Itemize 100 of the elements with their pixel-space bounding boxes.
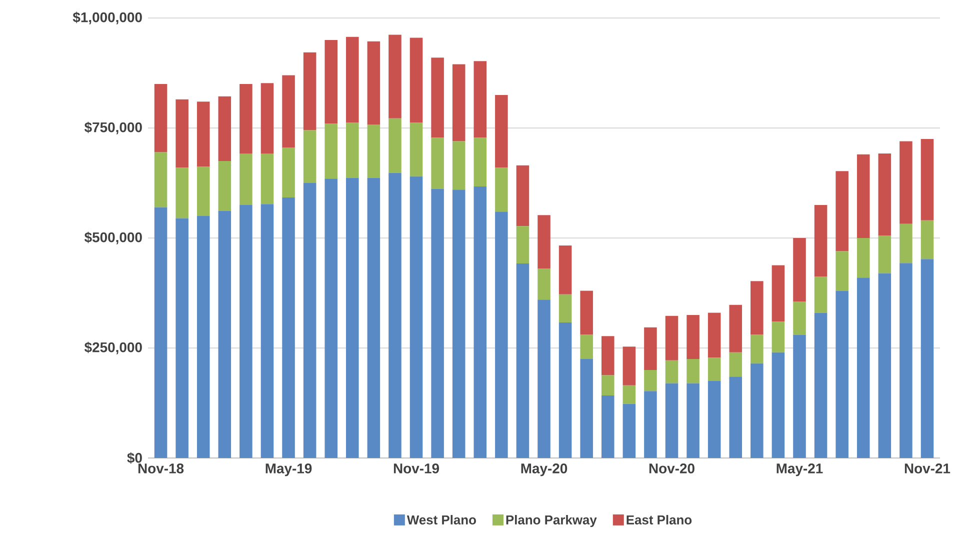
bar: [388, 118, 402, 173]
bar: [410, 38, 423, 123]
bar: [516, 264, 530, 458]
bar: [303, 52, 316, 130]
bar: [196, 102, 210, 167]
bar: [303, 130, 316, 183]
bar: [856, 278, 870, 458]
bar: [729, 376, 742, 458]
x-tick-label: Nov-20: [649, 464, 694, 474]
bar: [644, 391, 657, 458]
bar: [708, 358, 721, 381]
bar: [196, 216, 210, 458]
bar: [558, 245, 572, 294]
bar: [410, 176, 423, 458]
y-tick-label: $250,000: [84, 342, 142, 354]
bar: [452, 64, 466, 142]
bar: [772, 265, 785, 322]
bar: [665, 360, 678, 384]
bar: [367, 124, 380, 178]
bar: [836, 290, 848, 458]
bar: [260, 204, 274, 458]
bar: [516, 226, 530, 264]
bar: [538, 300, 550, 458]
bar: [772, 322, 785, 352]
bar: [538, 268, 550, 300]
bar: [622, 404, 636, 458]
x-tick-label: May-21: [776, 464, 823, 476]
bar: [686, 383, 700, 458]
bar: [601, 336, 614, 376]
x-tick-label: Nov-19: [394, 464, 440, 474]
bar: [431, 188, 444, 458]
bar: [580, 290, 593, 335]
bar: [729, 352, 742, 377]
bar: [686, 315, 700, 359]
bar: [452, 141, 466, 190]
bar: [750, 281, 764, 335]
bar: [196, 166, 210, 216]
bar: [920, 259, 934, 458]
bar: [878, 154, 892, 236]
bar: [431, 58, 444, 138]
bar: [708, 312, 721, 358]
y-tick-label: $500,000: [84, 232, 142, 244]
bar: [388, 34, 402, 118]
bar: [665, 383, 678, 458]
bar: [900, 224, 912, 264]
bar: [772, 352, 785, 458]
bar: [495, 212, 508, 458]
bar: [452, 190, 466, 458]
bar: [218, 210, 232, 458]
bar: [686, 359, 700, 384]
x-tick-label: May-20: [521, 464, 568, 476]
bar: [176, 218, 188, 458]
bar: [814, 276, 828, 313]
y-tick-label: $1,000,000: [72, 12, 142, 24]
legend-label: West Plano: [406, 514, 476, 524]
bar: [580, 334, 593, 359]
bar: [900, 141, 912, 224]
bar: [346, 36, 359, 123]
bar: [260, 154, 274, 204]
bar: [176, 168, 188, 218]
bar: [303, 182, 316, 458]
bar: [708, 381, 721, 458]
bar: [793, 302, 806, 335]
y-tick-label: $750,000: [84, 122, 142, 134]
bar: [920, 138, 934, 220]
bar: [836, 251, 848, 291]
bar: [240, 84, 252, 154]
bar: [388, 172, 402, 458]
bar: [324, 124, 338, 179]
bar: [367, 178, 380, 458]
legend-label: Plano Parkway: [506, 514, 597, 528]
bar: [324, 178, 338, 458]
bar: [474, 186, 487, 458]
x-tick-label: Nov-18: [138, 464, 184, 474]
bar: [644, 370, 657, 392]
bar: [814, 312, 828, 458]
bar: [346, 178, 359, 458]
bar: [282, 75, 295, 148]
bar: [878, 236, 892, 274]
bar: [665, 316, 678, 360]
bar: [516, 165, 530, 226]
bar: [580, 359, 593, 458]
bar: [240, 154, 252, 205]
y-tick-label: $0: [127, 452, 142, 464]
bar: [282, 198, 295, 458]
bar: [878, 273, 892, 458]
bar: [793, 334, 806, 458]
bar: [154, 152, 168, 208]
bar: [495, 168, 508, 212]
x-tick-label: May-19: [266, 464, 312, 476]
bar: [154, 84, 168, 152]
bar: [558, 322, 572, 458]
bar: [601, 375, 614, 396]
bar: [260, 83, 274, 154]
bar: [729, 304, 742, 352]
bar: [346, 122, 359, 178]
bar: [176, 99, 188, 168]
bar: [367, 41, 380, 124]
bar: [601, 396, 614, 458]
bar: [324, 40, 338, 124]
